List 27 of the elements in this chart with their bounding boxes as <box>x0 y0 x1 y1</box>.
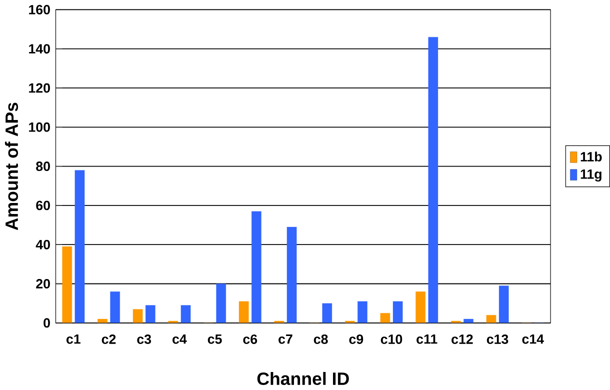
x-tick-label: c9 <box>349 334 364 344</box>
y-tick-label: 60 <box>36 200 50 210</box>
x-tick-label: c8 <box>314 334 328 344</box>
x-tick-label: c14 <box>522 334 544 344</box>
y-tick-label: 160 <box>29 4 50 14</box>
x-tick-label: c11 <box>416 334 438 344</box>
x-tick-label: c5 <box>208 334 222 344</box>
y-tick-label: 40 <box>36 240 50 250</box>
legend-label: 11b <box>580 152 602 162</box>
x-tick-label: c3 <box>137 334 152 344</box>
y-tick-label: 100 <box>29 122 50 132</box>
x-tick-label: c2 <box>102 334 116 344</box>
y-tick-label: 20 <box>36 279 50 288</box>
x-axis-title: Channel ID <box>257 372 349 386</box>
legend-label: 11g <box>580 170 602 182</box>
x-tick-label: c4 <box>172 334 187 344</box>
y-tick-label: 120 <box>29 83 50 93</box>
x-tick-label: c13 <box>486 334 508 344</box>
y-axis-title: Amount of APs <box>4 102 18 230</box>
y-tick-label: 80 <box>36 162 50 172</box>
x-tick-label: c6 <box>243 334 258 344</box>
x-tick-label: c7 <box>278 334 292 344</box>
x-tick-label: c1 <box>66 334 80 344</box>
x-tick-label: c10 <box>380 334 402 344</box>
y-tick-label: 0 <box>44 318 50 328</box>
x-tick-label: c12 <box>452 334 473 344</box>
y-tick-label: 140 <box>29 44 50 54</box>
